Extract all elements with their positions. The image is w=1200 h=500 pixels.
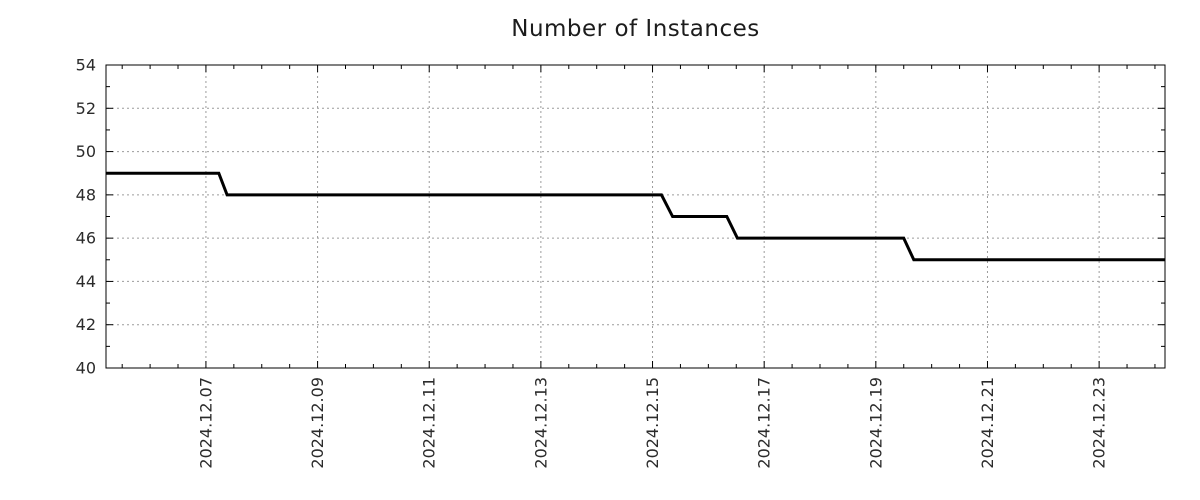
x-tick-label: 2024.12.23	[1090, 377, 1109, 469]
x-tick-label: 2024.12.11	[420, 377, 439, 469]
x-tick-label: 2024.12.17	[755, 377, 774, 469]
y-tick-label: 48	[76, 185, 96, 204]
y-tick-label: 46	[76, 229, 96, 248]
x-tick-label: 2024.12.21	[978, 377, 997, 469]
plot-border	[105, 64, 1166, 369]
y-tick-label: 40	[76, 359, 96, 378]
x-tick-label: 2024.12.09	[308, 377, 327, 469]
x-tick-label: 2024.12.19	[866, 377, 885, 469]
x-tick-label: 2024.12.07	[196, 377, 215, 469]
y-tick-label: 52	[76, 99, 96, 118]
y-tick-label: 44	[76, 272, 96, 291]
y-tick-label: 50	[76, 142, 96, 161]
y-tick-label: 54	[76, 56, 96, 75]
x-tick-label: 2024.12.13	[531, 377, 550, 469]
chart-title: Number of Instances	[511, 16, 760, 42]
series-line-instances	[106, 171, 1165, 262]
y-tick-label: 42	[76, 315, 96, 334]
x-tick-label: 2024.12.15	[643, 377, 662, 469]
